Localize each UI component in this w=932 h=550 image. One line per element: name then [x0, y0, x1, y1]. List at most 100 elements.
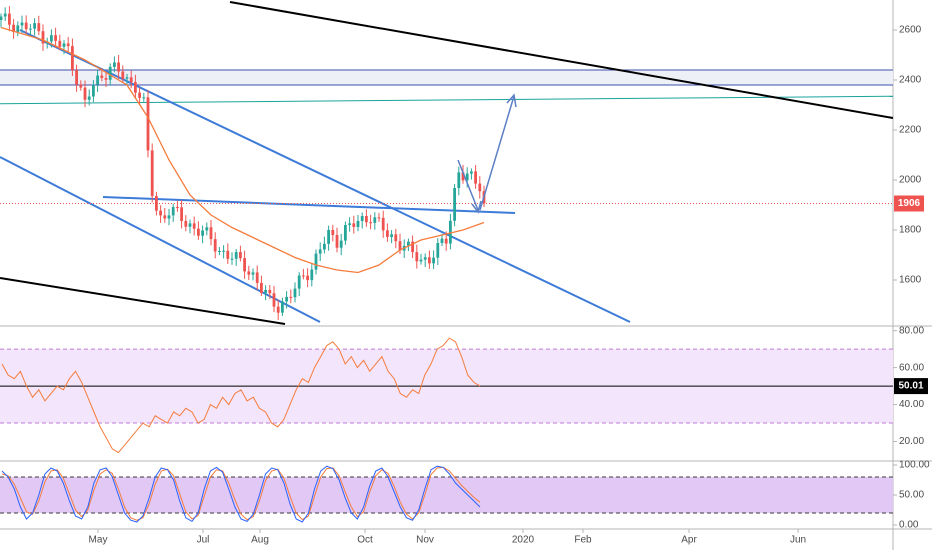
candle-body — [150, 150, 154, 197]
candle-body — [234, 252, 238, 259]
neckline — [102, 196, 516, 214]
rsi-value: 50.01 — [898, 381, 923, 392]
projection-arrow-head — [506, 93, 517, 108]
candle-body — [461, 172, 465, 181]
candle-body — [66, 43, 70, 47]
channel-line-lower — [0, 156, 321, 323]
time-tick-label: May — [89, 535, 108, 546]
candle-body — [33, 23, 36, 29]
candle-body — [453, 188, 456, 221]
rsi-tick-label: 40.00 — [899, 399, 924, 410]
candle-body — [24, 22, 28, 30]
candle-body — [369, 222, 372, 224]
candle-body — [3, 13, 7, 17]
price-tick-label: 2200 — [899, 125, 922, 136]
candle-body — [218, 250, 221, 252]
candle-body — [12, 24, 15, 33]
candle-body — [247, 271, 251, 275]
down-arrow-head — [471, 200, 482, 214]
projection-arrow-line — [479, 95, 515, 211]
candle-body — [37, 23, 41, 32]
candle-body — [474, 171, 477, 184]
candle-body — [50, 35, 53, 42]
time-tick-label: Nov — [416, 535, 434, 546]
candle-body — [71, 46, 74, 71]
candle-body — [213, 239, 217, 252]
candle-body — [222, 250, 225, 252]
time-tick-label: Oct — [357, 535, 373, 546]
candle-body — [289, 296, 293, 298]
candle-body — [113, 62, 116, 67]
time-tick-label: Apr — [681, 535, 697, 546]
candle-body — [104, 78, 108, 80]
candle-body — [163, 215, 167, 219]
candle-body — [117, 62, 120, 72]
candle-body — [134, 82, 137, 93]
long-trend-line-lower — [0, 277, 286, 325]
candle-body — [0, 16, 3, 20]
last-price-tag — [894, 195, 924, 212]
candle-body — [339, 240, 343, 248]
candle-body — [310, 269, 314, 281]
stoch-tick-label: 100.00 — [899, 460, 930, 471]
candle-body — [62, 43, 66, 47]
candle-body — [167, 215, 171, 219]
candle-body — [348, 223, 351, 226]
price-tick-label: 1600 — [899, 275, 922, 286]
candle-body — [381, 217, 385, 231]
candle-body — [29, 28, 32, 30]
candle-body — [205, 227, 209, 231]
candle-body — [444, 238, 448, 244]
rsi-tick-label: 80.00 — [899, 325, 924, 336]
candle-body — [465, 173, 469, 181]
candle-body — [83, 87, 87, 100]
stoch-k-line — [1, 465, 481, 523]
candle-body — [331, 230, 335, 236]
candle-body — [478, 183, 482, 192]
candle-body — [255, 272, 259, 283]
candle-body — [176, 207, 179, 209]
time-tick-label: Aug — [251, 535, 269, 546]
candle-body — [272, 293, 276, 307]
candle-body — [159, 210, 162, 216]
long-trend-line-upper — [229, 1, 894, 119]
candle-body — [449, 220, 452, 244]
candle-body — [314, 253, 318, 270]
candle-body — [75, 70, 78, 85]
candle-body — [423, 257, 427, 260]
candle-body — [188, 223, 192, 227]
candle-body — [209, 227, 213, 240]
candle-body — [276, 306, 280, 313]
stoch-tick-label: 50.00 — [899, 490, 924, 501]
candle-body — [323, 243, 326, 250]
candle-body — [432, 257, 435, 264]
rsi-value-tag — [894, 378, 928, 395]
rsi-line — [1, 337, 481, 454]
candle-body — [155, 196, 158, 211]
candle-body — [281, 301, 284, 313]
candle-body — [239, 252, 242, 259]
rsi-tick-label: 20.00 — [899, 436, 924, 447]
candle-body — [306, 275, 309, 281]
price-tick-label: 2000 — [899, 175, 922, 186]
rsi-tick-label: 60.00 — [899, 362, 924, 373]
candle-body — [230, 258, 234, 260]
candle-body — [54, 35, 57, 41]
candle-body — [226, 250, 230, 259]
candle-body — [146, 97, 150, 151]
candle-body — [344, 225, 347, 241]
candle-body — [58, 40, 62, 47]
candle-body — [171, 207, 175, 216]
candle-body — [92, 84, 95, 97]
target-line — [0, 95, 894, 105]
stoch-band — [0, 477, 893, 513]
candle-body — [180, 207, 183, 221]
candle-body — [335, 235, 339, 248]
candle-body — [470, 171, 473, 174]
candle-body — [373, 217, 377, 223]
candle-body — [197, 228, 200, 236]
time-tick-label: Jul — [197, 535, 210, 546]
stoch-tick-label: 0.00 — [899, 520, 919, 531]
candle-body — [20, 22, 24, 26]
